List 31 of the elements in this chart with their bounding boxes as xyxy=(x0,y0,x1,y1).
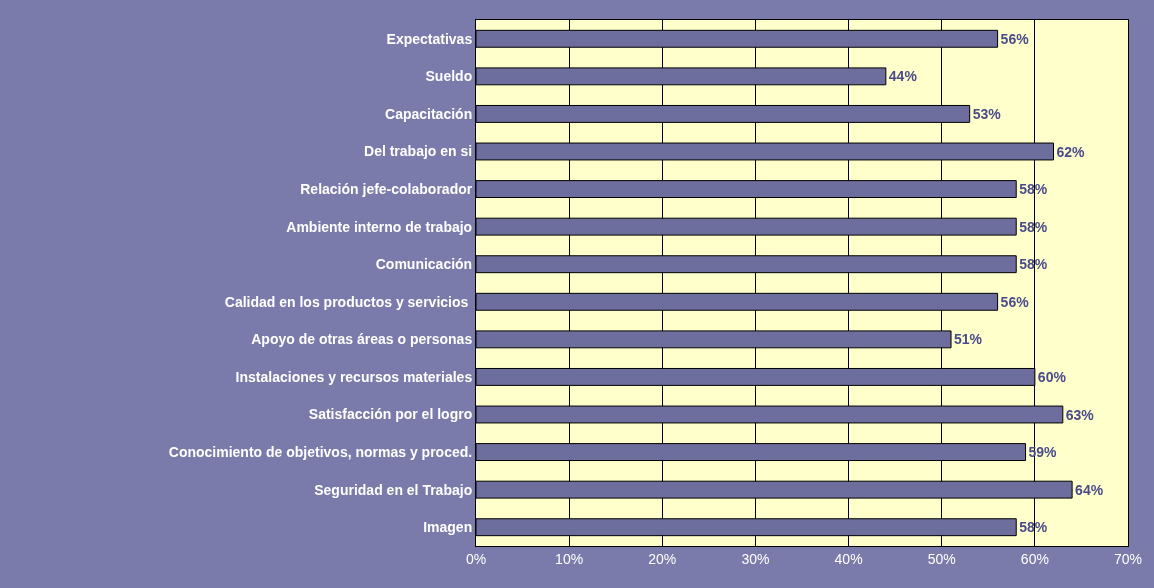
y-tick-label: Calidad en los productos y servicios xyxy=(224,293,473,310)
data-label: 51% xyxy=(954,331,983,348)
x-tick-label: 50% xyxy=(927,550,956,567)
y-tick-label: Sueldo xyxy=(425,68,473,85)
x-tick-label: 20% xyxy=(648,550,677,567)
y-tick-label: Apoyo de otras áreas o personas xyxy=(251,331,473,348)
data-label: 56% xyxy=(1000,30,1030,47)
data-label: 64% xyxy=(1075,481,1104,498)
y-tick-label: Comunicación xyxy=(375,256,473,273)
x-tick-label: 70% xyxy=(1113,550,1143,567)
y-tick-label: Satisfacción por el logro xyxy=(308,406,473,423)
y-tick-label: Imagen xyxy=(423,519,473,536)
data-label: 60% xyxy=(1037,368,1067,385)
y-tick-label: Expectativas xyxy=(386,30,473,47)
x-tick-label: 40% xyxy=(834,550,863,567)
x-tick-label: 0% xyxy=(465,550,487,567)
data-label: 63% xyxy=(1065,406,1095,423)
data-label: 62% xyxy=(1056,143,1086,160)
y-tick-label: Instalaciones y recursos materiales xyxy=(235,368,473,385)
x-tick-label: 30% xyxy=(741,550,770,567)
y-tick-label: Capacitación xyxy=(385,105,473,122)
data-label: 53% xyxy=(972,105,1002,122)
y-tick-label: Relación jefe-colaborador xyxy=(300,180,473,197)
data-label: 56% xyxy=(1000,293,1030,310)
x-tick-label: 10% xyxy=(555,550,584,567)
x-tick-label: 60% xyxy=(1020,550,1049,567)
y-tick-label: Seguridad en el Trabajo xyxy=(314,481,473,498)
y-tick-label: Del trabajo en si xyxy=(364,143,473,160)
data-label: 44% xyxy=(888,68,918,85)
y-tick-label: Conocimiento de objetivos, normas y proced. xyxy=(168,443,473,460)
y-tick-label: Ambiente interno de trabajo xyxy=(286,218,473,235)
